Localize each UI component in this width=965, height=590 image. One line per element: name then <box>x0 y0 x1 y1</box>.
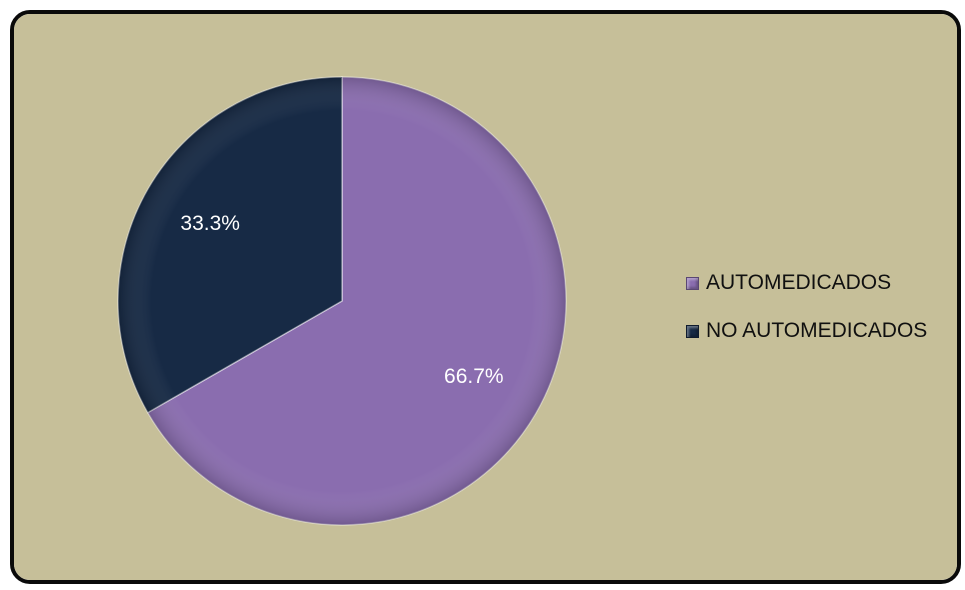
pie-slices <box>117 76 567 526</box>
legend-item-automedicados: AUTOMEDICADOS <box>686 266 927 300</box>
legend: AUTOMEDICADOS NO AUTOMEDICADOS <box>686 266 927 362</box>
legend-label-automedicados: AUTOMEDICADOS <box>706 271 892 294</box>
slice-label-no-automedicados: 33.3% <box>180 212 240 235</box>
slice-label-automedicados: 66.7% <box>444 365 504 388</box>
legend-swatch-automedicados <box>686 276 699 290</box>
legend-swatch-no-automedicados <box>686 324 699 338</box>
legend-item-no-automedicados: NO AUTOMEDICADOS <box>686 314 927 348</box>
chart-frame: 66.7% 33.3% AUTOMEDICADOS NO AUTOMEDICADO… <box>10 10 961 584</box>
legend-label-no-automedicados: NO AUTOMEDICADOS <box>706 319 928 342</box>
slice-labels: 66.7% 33.3% <box>180 212 503 388</box>
